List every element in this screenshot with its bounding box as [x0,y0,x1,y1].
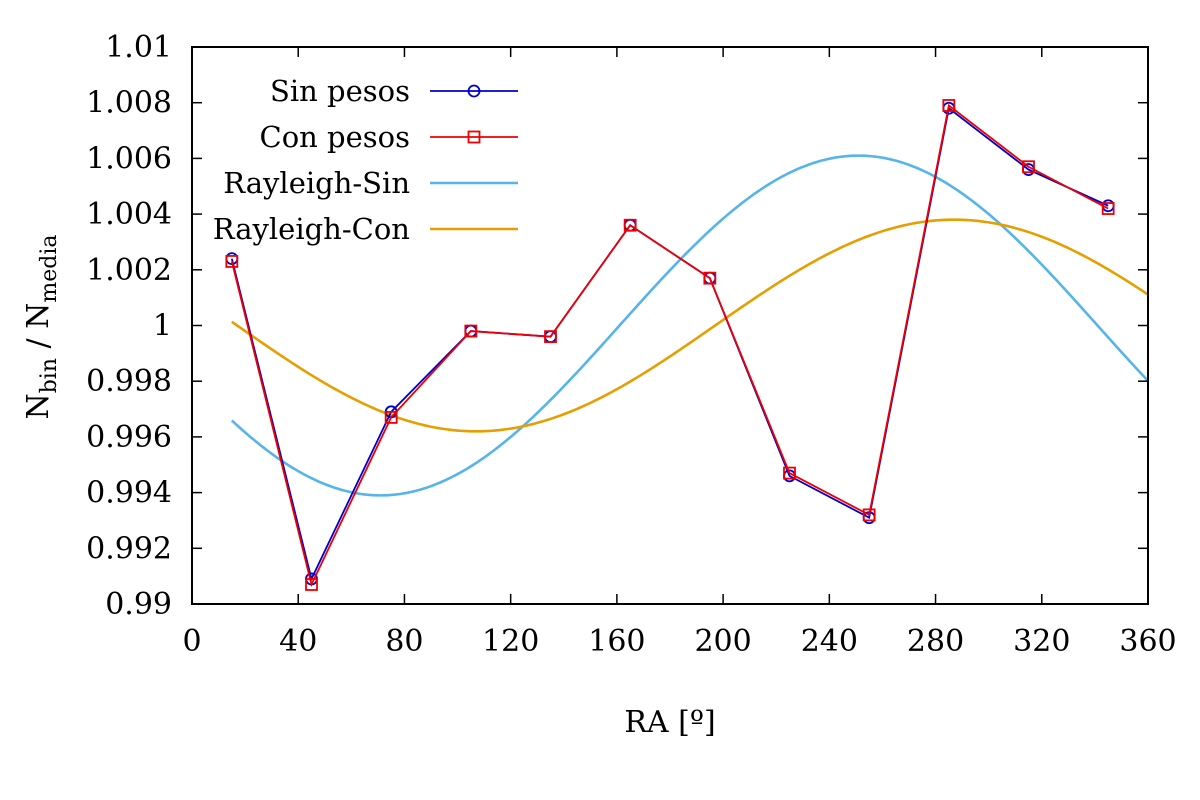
y-tick-label: 0.996 [86,420,172,455]
curve-layer [230,154,1149,497]
x-tick-label: 80 [385,624,423,659]
series-line-rayleigh-con [231,218,1149,433]
data-point-con-pesos [783,466,796,480]
y-tick-label: 1.01 [105,30,172,65]
data-point-con-pesos [703,271,717,285]
data-point-con-pesos [544,330,557,344]
data-point-con-pesos [1022,160,1035,174]
y-tick-label: 0.998 [86,364,172,399]
y-tick-label: 0.992 [86,531,172,566]
x-tick-label: 0 [182,624,201,659]
data-point-con-pesos [305,578,318,591]
x-tick-label: 160 [588,624,645,659]
data-series-layer [225,99,1115,591]
data-point-con-pesos [225,255,239,268]
legend-marker-sin-pesos [467,84,481,98]
y-tick-label: 1.002 [86,253,172,288]
x-tick-label: 40 [279,624,317,659]
legend-label-sin-pesos: Sin pesos [270,74,410,108]
y-axis-label-sub-1: bin [37,358,62,393]
y-axis-label-sub-2: media [37,234,62,302]
legend-label-rayleigh-con: Rayleigh-Con [213,212,410,246]
data-point-con-pesos [623,218,637,232]
axis-ticks [191,46,1149,605]
x-tick-label: 360 [1119,624,1176,659]
y-tick-label: 1 [153,309,172,344]
x-tick-label: 320 [1013,624,1070,659]
y-axis-label-main: N [21,393,56,419]
y-tick-label: 1.006 [86,141,172,176]
data-point-con-pesos [384,411,398,424]
y-tick-label: 1.008 [86,86,172,121]
y-tick-label: 0.99 [105,587,172,622]
y-axis-label-separator: / N [21,303,56,358]
legend: Sin pesos Con pesos Rayleigh-Sin Rayleigh-C… [213,74,518,246]
y-axis-label: Nbin / Nmedia [21,234,62,419]
data-point-con-pesos [464,324,478,338]
y-tick-label: 1.004 [86,197,172,232]
legend-marker-con-pesos [467,130,481,144]
data-point-con-pesos [862,508,876,522]
x-tick-label: 120 [482,624,539,659]
y-tick-label: 0.994 [86,476,172,511]
data-point-con-pesos [942,99,956,112]
x-tick-label: 280 [907,624,964,659]
x-axis-label: RA [º] [624,705,715,740]
legend-label-con-pesos: Con pesos [260,120,411,154]
series-line-rayleigh-sin [230,154,1149,497]
legend-label-rayleigh-sin: Rayleigh-Sin [223,166,410,200]
series-line-con-pesos [230,103,1109,588]
x-tick-label: 240 [801,624,858,659]
tick-labels: 0 40 80 120 160 200 240 280 320 360 0.99 0.992 0.994… [86,30,1177,659]
x-tick-label: 200 [694,624,751,659]
data-point-con-pesos [1101,202,1115,215]
